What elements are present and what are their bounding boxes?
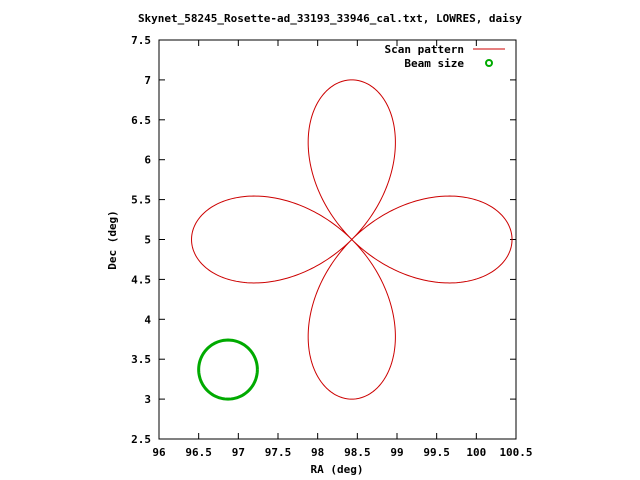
- x-tick-label: 96.5: [185, 446, 212, 459]
- x-tick-label: 96: [152, 446, 166, 459]
- y-tick-label: 2.5: [131, 433, 151, 446]
- x-tick-label: 97.5: [265, 446, 292, 459]
- legend-scan-label: Scan pattern: [385, 43, 464, 56]
- beam-size-circle: [197, 338, 259, 401]
- scan-pattern-line: [191, 79, 513, 400]
- x-tick-label: 99: [390, 446, 403, 459]
- legend: Scan pattern Beam size: [385, 43, 505, 70]
- y-axis-label: Dec (deg): [106, 210, 119, 270]
- x-axis-label: RA (deg): [311, 463, 364, 476]
- plot-frame: [158, 39, 517, 440]
- x-tick-label: 98: [311, 446, 324, 459]
- y-tick-label: 7.5: [131, 34, 151, 47]
- y-tick-label: 7: [144, 74, 151, 87]
- axis-ticks: [158, 39, 517, 440]
- y-tick-label: 3: [144, 393, 151, 406]
- x-tick-label: 100.5: [499, 446, 532, 459]
- y-tick-label: 6: [144, 154, 151, 167]
- x-tick-label: 98.5: [344, 446, 371, 459]
- y-tick-label: 5.5: [131, 194, 151, 207]
- y-tick-label: 3.5: [131, 353, 151, 366]
- x-tick-label: 97: [232, 446, 245, 459]
- legend-beam-swatch: [485, 59, 493, 67]
- x-tick-labels: 96 96.5 97 97.5 98 98.5 99 99.5 100 100.5: [152, 446, 532, 459]
- chart-title: Skynet_58245_Rosette-ad_33193_33946_cal.…: [138, 12, 522, 25]
- y-tick-label: 4.5: [131, 273, 151, 286]
- legend-beam-label: Beam size: [404, 57, 464, 70]
- x-tick-label: 100: [466, 446, 486, 459]
- y-tick-labels: 2.5 3 3.5 4 4.5 5 5.5 6 6.5 7 7.5: [131, 34, 151, 446]
- y-tick-label: 5: [144, 234, 151, 247]
- y-tick-label: 6.5: [131, 114, 151, 127]
- y-tick-label: 4: [144, 313, 151, 326]
- x-tick-label: 99.5: [423, 446, 450, 459]
